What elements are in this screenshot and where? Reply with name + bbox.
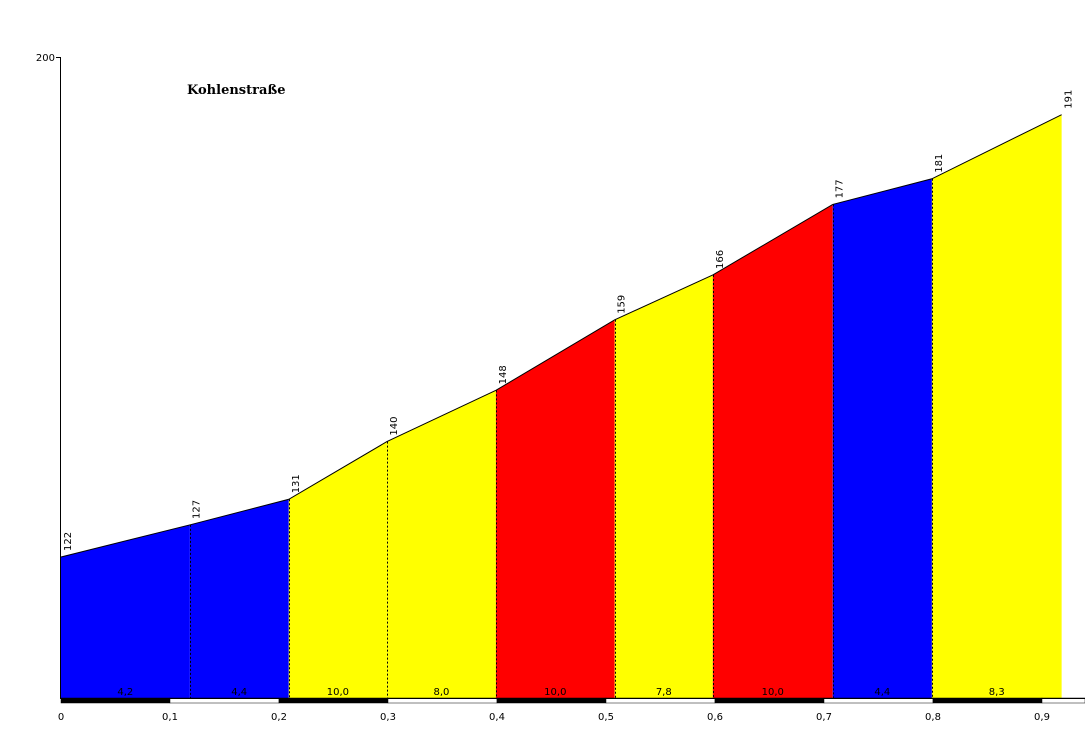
segment-fill-4 xyxy=(386,390,496,698)
chart-title: Kohlenstraße xyxy=(187,83,286,98)
segment-fill-5 xyxy=(495,319,615,698)
x-tick-label-4: 0,3 xyxy=(380,712,396,723)
x-tick-label-1: 0 xyxy=(58,712,64,723)
x-tick-label-10: 0,9 xyxy=(1034,712,1050,723)
gradient-label-2: 4,4 xyxy=(231,687,247,698)
elevation-label-9: 181 xyxy=(934,154,945,173)
gradient-label-7: 10,0 xyxy=(762,687,784,698)
elevation-label-7: 166 xyxy=(715,250,726,269)
gradient-label-1: 4,2 xyxy=(117,687,133,698)
gradient-label-4: 8,0 xyxy=(433,687,449,698)
segment-fill-8 xyxy=(832,178,932,699)
segment-fill-7 xyxy=(712,204,833,698)
x-tick-label-9: 0,8 xyxy=(925,712,941,723)
y-axis-top-label: 200 xyxy=(36,53,55,64)
x-tick-label-7: 0,6 xyxy=(707,712,723,723)
elevation-label-5: 148 xyxy=(498,365,509,384)
elevation-label-10: 191 xyxy=(1064,90,1075,109)
x-tick-label-2: 0,1 xyxy=(162,712,178,723)
gradient-label-9: 8,3 xyxy=(989,687,1005,698)
elevation-label-8: 177 xyxy=(835,179,846,198)
gradient-labels: 4,2 4,4 10,0 8,0 10,0 7,8 10,0 4,4 8,3 xyxy=(117,687,1004,698)
segment-fills xyxy=(61,114,1062,699)
segment-fill-1 xyxy=(61,524,190,698)
x-tick-label-8: 0,7 xyxy=(816,712,832,723)
elevation-label-2: 127 xyxy=(192,500,203,519)
segment-fill-9 xyxy=(931,114,1062,698)
gradient-label-5: 10,0 xyxy=(544,687,566,698)
gradient-label-6: 7,8 xyxy=(656,687,672,698)
gradient-label-8: 4,4 xyxy=(874,687,890,698)
x-tick-label-5: 0,4 xyxy=(489,712,505,723)
elevation-label-3: 131 xyxy=(291,474,302,493)
gradient-label-3: 10,0 xyxy=(327,687,349,698)
elevation-label-1: 122 xyxy=(63,532,74,551)
segment-fill-2 xyxy=(189,499,289,698)
x-tick-label-3: 0,2 xyxy=(271,712,287,723)
segment-fill-6 xyxy=(614,274,713,698)
x-tick-labels: 0 0,1 0,2 0,3 0,4 0,5 0,6 0,7 0,8 0,9 xyxy=(58,712,1050,723)
segment-fill-3 xyxy=(288,441,387,698)
elevation-label-4: 140 xyxy=(389,417,400,436)
elevation-label-6: 159 xyxy=(617,295,628,314)
axes: 200 xyxy=(36,53,1085,699)
x-tick-label-6: 0,5 xyxy=(598,712,614,723)
profile-line xyxy=(60,114,1062,558)
elevation-labels: 122 127 131 140 148 159 166 177 181 191 xyxy=(63,90,1075,551)
segment-dividers xyxy=(190,178,933,698)
